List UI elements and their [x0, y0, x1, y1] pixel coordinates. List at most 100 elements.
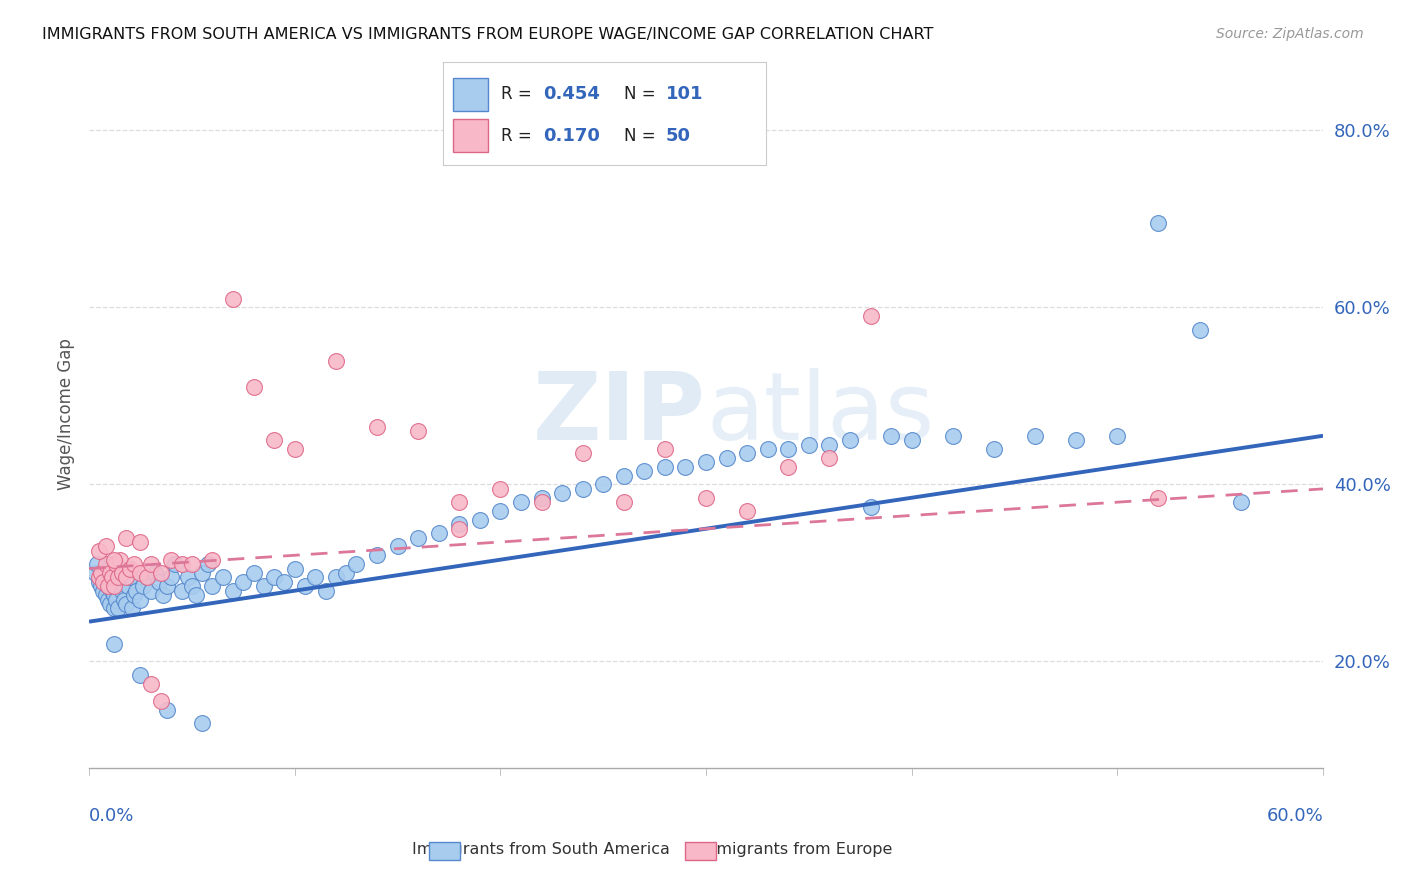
Point — [103, 579, 125, 593]
Text: Source: ZipAtlas.com: Source: ZipAtlas.com — [1216, 27, 1364, 41]
Point — [571, 446, 593, 460]
Point — [124, 557, 146, 571]
Point — [108, 561, 131, 575]
Point — [129, 566, 152, 580]
Point — [735, 504, 758, 518]
Point — [1024, 429, 1046, 443]
Point — [115, 531, 138, 545]
Point — [695, 491, 717, 505]
Point — [160, 570, 183, 584]
Point — [735, 446, 758, 460]
FancyBboxPatch shape — [453, 119, 488, 153]
Point — [150, 694, 173, 708]
Text: Immigrants from South America: Immigrants from South America — [412, 842, 671, 856]
Point — [184, 588, 207, 602]
Y-axis label: Wage/Income Gap: Wage/Income Gap — [58, 338, 75, 490]
Text: 50: 50 — [666, 127, 690, 145]
Point — [180, 579, 202, 593]
Point — [84, 566, 107, 580]
Point — [366, 549, 388, 563]
Point — [1188, 322, 1211, 336]
Point — [125, 583, 148, 598]
Point — [613, 468, 636, 483]
Point — [160, 552, 183, 566]
Point — [201, 552, 224, 566]
Point — [571, 482, 593, 496]
Point — [449, 522, 471, 536]
Point — [880, 429, 903, 443]
Text: N =: N = — [624, 86, 661, 103]
Point — [107, 570, 129, 584]
Point — [695, 455, 717, 469]
Point — [93, 574, 115, 589]
Text: 60.0%: 60.0% — [1267, 806, 1323, 824]
Point — [406, 531, 429, 545]
Text: 101: 101 — [666, 86, 703, 103]
Point — [1147, 491, 1170, 505]
Point — [346, 557, 368, 571]
Text: 0.0%: 0.0% — [89, 806, 135, 824]
Point — [510, 495, 533, 509]
Point — [165, 557, 187, 571]
Point — [366, 420, 388, 434]
Point — [94, 557, 117, 571]
Point — [103, 637, 125, 651]
Point — [89, 570, 111, 584]
Point — [232, 574, 254, 589]
Point — [654, 442, 676, 456]
Point — [94, 566, 117, 580]
Point — [129, 667, 152, 681]
Text: IMMIGRANTS FROM SOUTH AMERICA VS IMMIGRANTS FROM EUROPE WAGE/INCOME GAP CORRELAT: IMMIGRANTS FROM SOUTH AMERICA VS IMMIGRA… — [42, 27, 934, 42]
Point — [150, 566, 173, 580]
Point — [111, 583, 134, 598]
Point — [94, 540, 117, 554]
Point — [325, 353, 347, 368]
Point — [778, 442, 800, 456]
Point — [93, 583, 115, 598]
Point — [170, 583, 193, 598]
Point — [103, 601, 125, 615]
Point — [156, 579, 179, 593]
Point — [613, 495, 636, 509]
Point — [797, 437, 820, 451]
Point — [139, 583, 162, 598]
Point — [242, 566, 264, 580]
Point — [1107, 429, 1129, 443]
Point — [900, 434, 922, 448]
Point — [551, 486, 574, 500]
Point — [197, 557, 219, 571]
Point — [449, 495, 471, 509]
Point — [131, 579, 153, 593]
Point — [468, 513, 491, 527]
Point — [675, 459, 697, 474]
Point — [273, 574, 295, 589]
Point — [86, 557, 108, 571]
Point — [93, 570, 115, 584]
Point — [839, 434, 862, 448]
Point — [100, 570, 122, 584]
Point — [89, 544, 111, 558]
Point — [129, 592, 152, 607]
Point — [103, 588, 125, 602]
Point — [387, 540, 409, 554]
Point — [104, 557, 127, 571]
Point — [139, 676, 162, 690]
Point — [253, 579, 276, 593]
Point — [222, 292, 245, 306]
Point — [97, 579, 120, 593]
Point — [129, 535, 152, 549]
Point — [115, 570, 138, 584]
Point — [89, 574, 111, 589]
Point — [489, 482, 512, 496]
Point — [778, 459, 800, 474]
Point — [592, 477, 614, 491]
Point — [633, 464, 655, 478]
Point — [242, 380, 264, 394]
Point — [263, 570, 285, 584]
Point — [942, 429, 965, 443]
Text: R =: R = — [501, 127, 537, 145]
Text: atlas: atlas — [706, 368, 935, 459]
Point — [1147, 216, 1170, 230]
Point — [121, 601, 143, 615]
Point — [201, 579, 224, 593]
